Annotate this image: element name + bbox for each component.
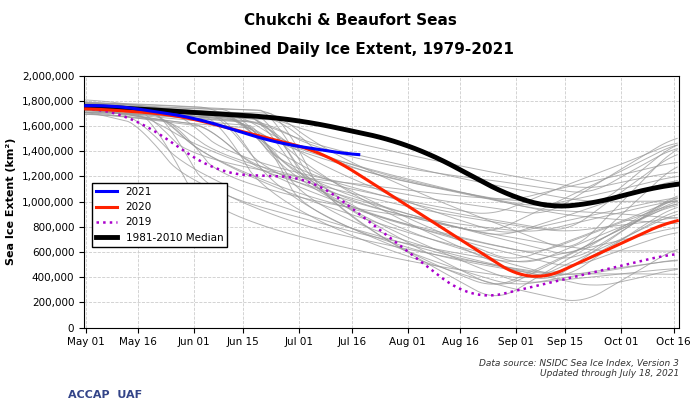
Text: ACCAP  UAF: ACCAP UAF: [68, 390, 142, 400]
Text: Combined Daily Ice Extent, 1979-2021: Combined Daily Ice Extent, 1979-2021: [186, 42, 514, 57]
Text: Chukchi & Beaufort Seas: Chukchi & Beaufort Seas: [244, 13, 456, 28]
Legend: 2021, 2020, 2019, 1981-2010 Median: 2021, 2020, 2019, 1981-2010 Median: [92, 183, 228, 247]
Y-axis label: Sea Ice Extent (km²): Sea Ice Extent (km²): [6, 138, 16, 265]
Text: Data source: NSIDC Sea Ice Index, Version 3
Updated through July 18, 2021: Data source: NSIDC Sea Ice Index, Versio…: [479, 359, 679, 378]
